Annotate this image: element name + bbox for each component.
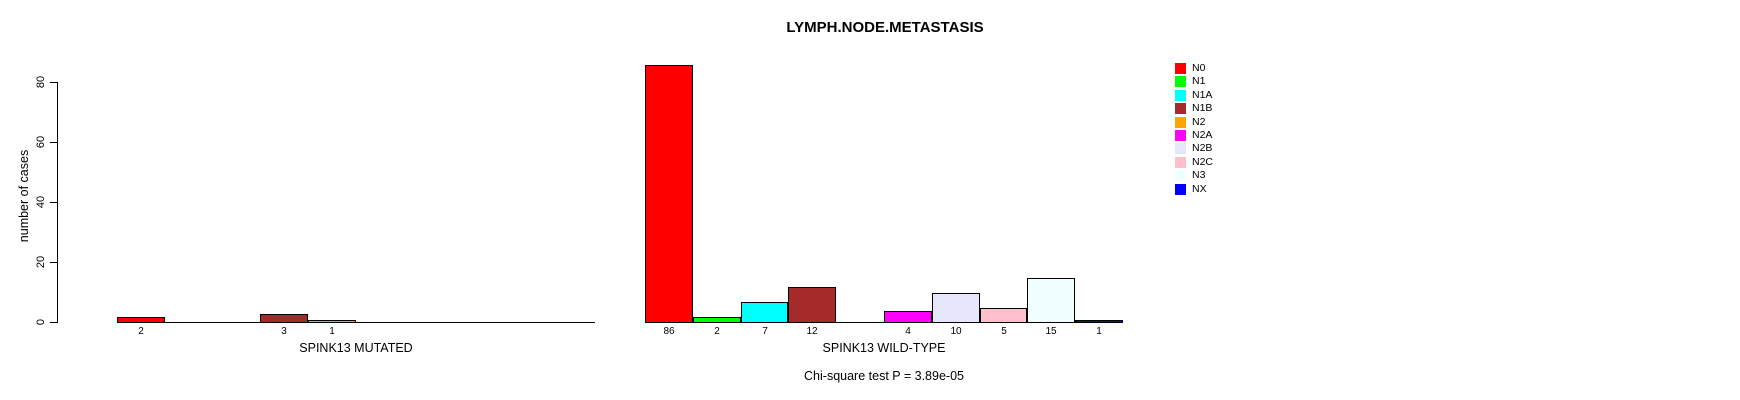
y-tick-label: 40 [35,195,47,209]
group-label: SPINK13 MUTATED [299,341,413,355]
chi-square-note: Chi-square test P = 3.89e-05 [804,369,964,383]
bar-N2 [308,320,356,323]
bar-value-label: 1 [329,326,335,337]
chart-title: LYMPH.NODE.METASTASIS [786,19,984,36]
bar-value-label: 4 [905,326,911,337]
legend-swatch-NX [1175,183,1186,195]
legend-swatch-N1A [1175,89,1186,101]
y-tick-mark [50,202,57,203]
y-axis-label: number of cases [17,149,31,243]
legend-label: N2B [1192,141,1213,154]
bar-NX [1075,320,1123,323]
bar-value-label: 86 [663,326,675,337]
legend-item-N2C: N2C [1175,156,1213,168]
bar-N2A [884,311,932,323]
legend-item-N0: N0 [1175,62,1205,74]
legend-item-N3: N3 [1175,169,1205,181]
legend-swatch-N2C [1175,156,1186,168]
legend-swatch-N0 [1175,62,1186,74]
bar-value-label: 12 [806,326,818,337]
legend-swatch-N1B [1175,102,1186,114]
bar-value-label: 10 [950,326,962,337]
legend-swatch-N3 [1175,169,1186,181]
bar-value-label: 2 [714,326,720,337]
bar-N1 [693,317,741,323]
y-tick-mark [50,142,57,143]
legend-swatch-N2B [1175,142,1186,154]
legend-item-N1A: N1A [1175,89,1212,101]
y-tick-mark [50,82,57,83]
bar-value-label: 3 [281,326,287,337]
legend-label: N1A [1192,88,1213,101]
y-tick-mark [50,262,57,263]
bar-value-label: 2 [138,326,144,337]
legend-item-N2B: N2B [1175,142,1212,154]
legend-item-N2: N2 [1175,116,1205,128]
bar-value-label: 1 [1096,326,1102,337]
y-tick-mark [50,322,57,323]
legend-label: NX [1192,182,1207,195]
legend-item-N1B: N1B [1175,102,1212,114]
y-axis [57,82,58,323]
bar-N1B [260,314,308,323]
legend-label: N1 [1192,74,1206,87]
legend-item-N2A: N2A [1175,129,1212,141]
bar-value-label: 15 [1045,326,1057,337]
bar-value-label: 5 [1001,326,1007,337]
y-tick-label: 60 [35,135,47,149]
legend-item-NX: NX [1175,183,1207,195]
x-axis-group-0 [117,322,595,323]
bar-N2B [932,293,980,323]
y-tick-label: 80 [35,75,47,89]
legend-swatch-N1 [1175,75,1186,87]
legend-label: N2 [1192,115,1206,128]
legend-label: N1B [1192,101,1213,114]
y-tick-label: 20 [35,255,47,269]
bar-value-label: 7 [762,326,768,337]
bar-N2C [980,308,1027,323]
legend-label: N0 [1192,61,1206,74]
legend-swatch-N2 [1175,116,1186,128]
bar-N0 [645,65,693,323]
legend-label: N3 [1192,168,1206,181]
legend-label: N2A [1192,128,1213,141]
bar-N1B [788,287,836,323]
legend-swatch-N2A [1175,129,1186,141]
legend-item-N1: N1 [1175,75,1205,87]
bar-N0 [117,317,165,323]
bar-N1A [741,302,788,323]
y-tick-label: 0 [35,318,47,326]
bar-N3 [1027,278,1075,323]
group-label: SPINK13 WILD-TYPE [822,341,946,355]
legend-label: N2C [1192,155,1214,168]
